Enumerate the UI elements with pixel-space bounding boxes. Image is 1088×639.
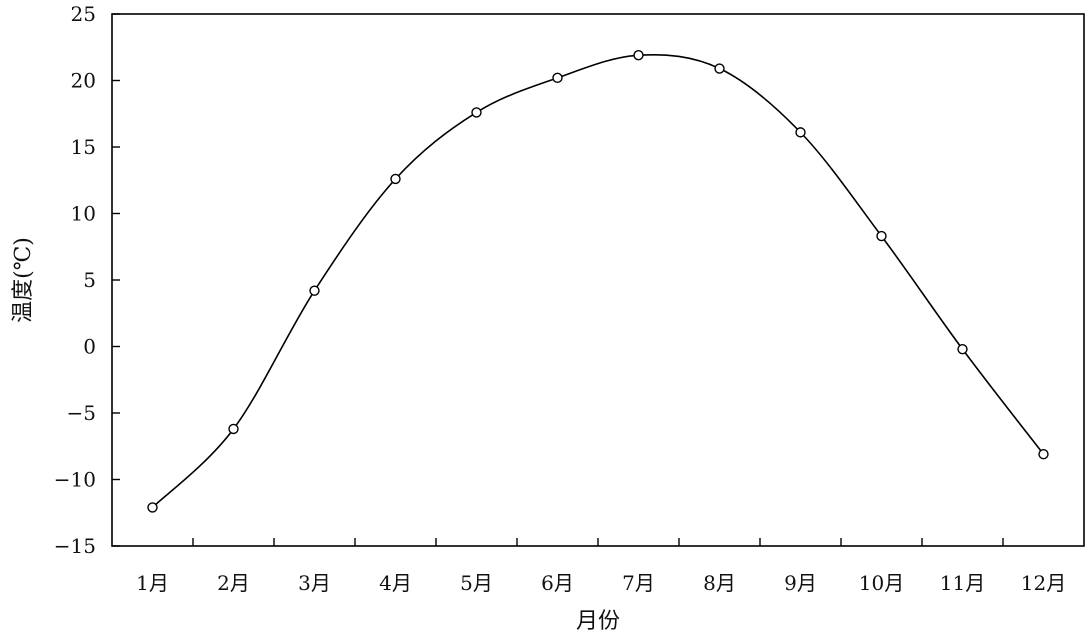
- x-tick-label: 7月: [622, 571, 655, 595]
- data-point: [714, 63, 725, 74]
- y-tick-label: 25: [71, 2, 96, 26]
- data-point: [1038, 449, 1049, 460]
- y-axis-title: 温度(℃): [11, 237, 36, 323]
- data-point: [795, 127, 806, 138]
- x-tick-label: 2月: [217, 571, 250, 595]
- x-tick-label: 5月: [460, 571, 493, 595]
- x-tick-label: 6月: [541, 571, 574, 595]
- data-point: [876, 230, 887, 242]
- x-tick-label: 8月: [703, 571, 736, 595]
- data-point: [552, 72, 563, 84]
- y-tick-label: −5: [67, 401, 96, 425]
- y-axis: −15 −10 −5 0 5 10 15 20 25: [54, 2, 120, 558]
- data-point: [633, 50, 644, 61]
- x-tick-label: 3月: [298, 571, 331, 595]
- y-tick-label: 15: [71, 135, 96, 159]
- data-point: [228, 423, 239, 435]
- x-axis: 1月 2月 3月 4月 5月 6月 7月 8月 9月 10月 11月 12月: [136, 538, 1066, 595]
- y-tick-label: 5: [83, 268, 96, 292]
- x-tick-label: 12月: [1021, 571, 1066, 595]
- data-point: [309, 285, 320, 296]
- data-point: [147, 502, 158, 513]
- y-tick-label: 0: [83, 335, 96, 359]
- y-tick-label: −15: [54, 534, 96, 558]
- x-tick-label: 1月: [136, 571, 169, 595]
- series-line: [151, 53, 1045, 509]
- data-point: [957, 343, 968, 355]
- x-axis-title: 月份: [576, 609, 620, 634]
- data-point: [471, 107, 482, 118]
- y-tick-label: −10: [54, 468, 96, 492]
- x-tick-label: 9月: [784, 571, 817, 595]
- y-tick-label: 20: [71, 69, 96, 93]
- x-tick-label: 4月: [379, 571, 412, 595]
- plot-frame: [111, 13, 1085, 547]
- x-tick-label: 11月: [940, 571, 985, 595]
- y-tick-label: 10: [71, 202, 96, 226]
- x-tick-label: 10月: [859, 571, 904, 595]
- data-points: [147, 50, 1049, 513]
- data-point: [390, 173, 401, 185]
